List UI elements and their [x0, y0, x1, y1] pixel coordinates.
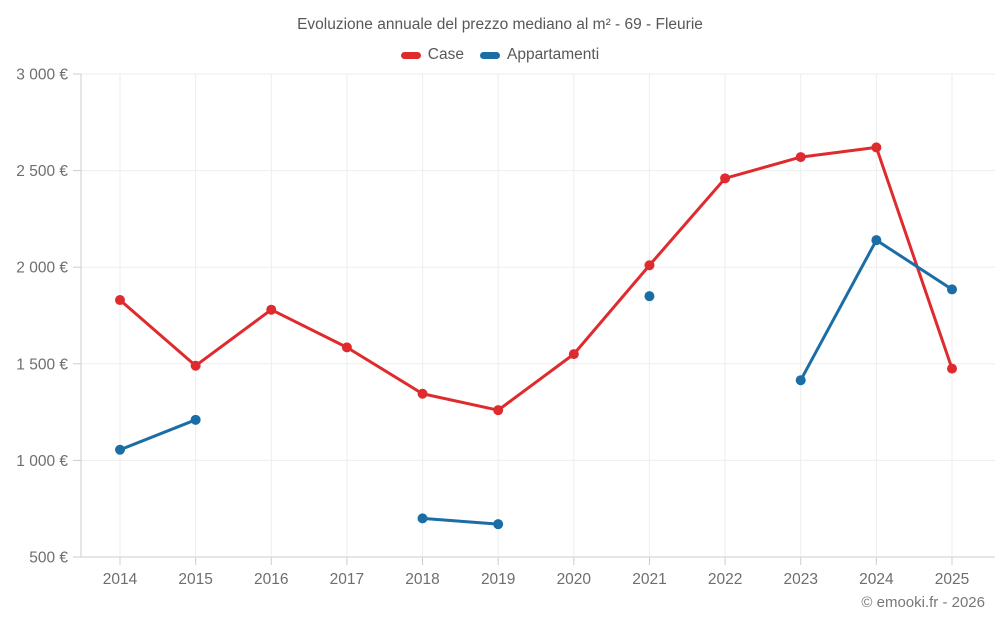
data-point-appartamenti-2023[interactable]	[795, 375, 806, 386]
x-tick-label: 2024	[859, 571, 894, 588]
data-point-appartamenti-2019[interactable]	[493, 519, 504, 530]
legend-label-case: Case	[427, 46, 464, 63]
data-point-case-2025[interactable]	[947, 363, 957, 374]
x-tick-label: 2017	[330, 571, 364, 588]
x-tick-label: 2014	[103, 571, 138, 588]
data-point-appartamenti-2021[interactable]	[644, 291, 655, 302]
x-tick-label: 2016	[254, 571, 288, 588]
x-tick-label: 2023	[783, 571, 817, 588]
y-tick-label: 1 000 €	[16, 453, 68, 470]
data-point-case-2019[interactable]	[493, 405, 504, 416]
x-tick-label: 2015	[178, 571, 212, 588]
x-tick-label: 2019	[481, 571, 515, 588]
y-tick-label: 2 000 €	[16, 260, 68, 277]
x-tick-label: 2025	[935, 571, 969, 588]
legend-label-appartamenti: Appartamenti	[506, 46, 600, 63]
data-point-case-2018[interactable]	[417, 388, 428, 399]
data-point-case-2021[interactable]	[644, 260, 655, 271]
x-tick-label: 2022	[708, 571, 742, 588]
series-line-appartamenti	[421, 516, 500, 526]
y-tick-label: 2 500 €	[16, 163, 68, 180]
legend-item-appartamenti[interactable]: Appartamenti	[479, 46, 600, 64]
data-point-appartamenti-2014[interactable]	[115, 444, 125, 455]
data-point-case-2016[interactable]	[266, 304, 277, 315]
data-point-appartamenti-2015[interactable]	[190, 414, 201, 425]
data-point-case-2015[interactable]	[190, 360, 201, 371]
data-point-case-2023[interactable]	[795, 152, 806, 163]
chart-title: Evoluzione annuale del prezzo mediano al…	[297, 16, 703, 33]
chart-legend: Case Appartamenti	[0, 46, 1000, 64]
data-point-appartamenti-2024[interactable]	[871, 235, 882, 246]
y-tick-label: 1 500 €	[16, 356, 68, 373]
copyright-text: © emooki.fr - 2026	[861, 594, 985, 611]
x-tick-label: 2020	[557, 571, 592, 588]
x-tick-label: 2018	[405, 571, 439, 588]
data-point-appartamenti-2025[interactable]	[947, 284, 957, 295]
legend-item-case[interactable]: Case	[400, 46, 464, 64]
y-tick-label: 500 €	[29, 550, 68, 567]
y-tick-label: 3 000 €	[16, 67, 68, 84]
data-point-case-2017[interactable]	[341, 342, 352, 353]
data-point-case-2022[interactable]	[720, 173, 731, 184]
case-series-swatch-icon	[400, 51, 421, 59]
data-point-appartamenti-2018[interactable]	[417, 513, 428, 524]
data-point-case-2020[interactable]	[568, 349, 579, 360]
appartamenti-series-swatch-icon	[479, 51, 500, 59]
data-point-case-2014[interactable]	[115, 295, 125, 306]
x-tick-label: 2021	[632, 571, 666, 588]
series-line-case	[118, 145, 954, 412]
data-point-case-2024[interactable]	[871, 142, 882, 153]
series-line-appartamenti	[118, 418, 198, 452]
